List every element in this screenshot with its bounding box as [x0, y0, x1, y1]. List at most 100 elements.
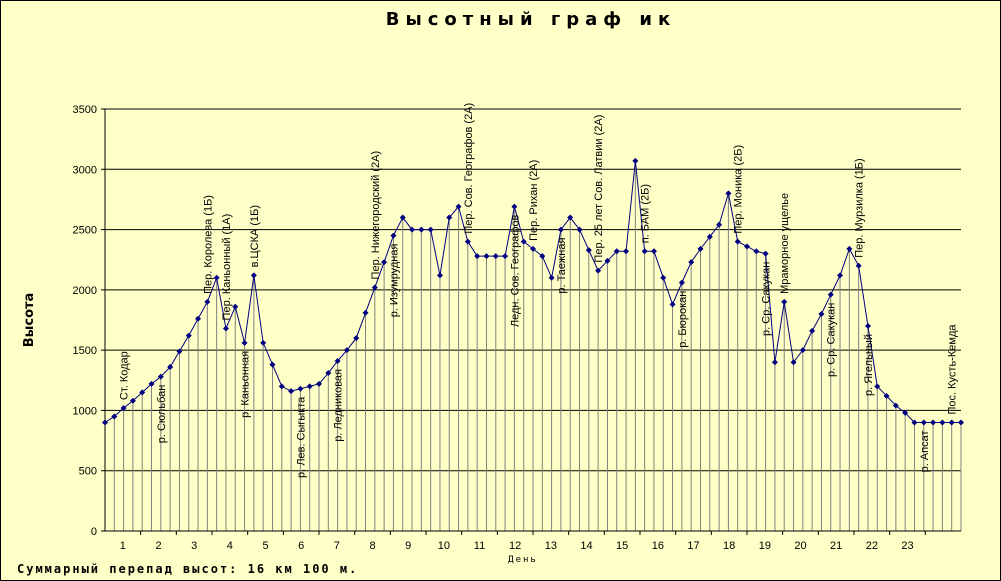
y-tick-label: 3000: [73, 164, 97, 176]
annotation-label: Пер. Рихан (2А): [528, 160, 540, 241]
data-point: [734, 238, 741, 245]
data-point: [771, 359, 778, 366]
y-tick-label: 0: [91, 526, 97, 538]
data-point: [139, 389, 146, 396]
data-point: [520, 238, 527, 245]
x-tick-label: 2: [155, 540, 161, 552]
data-point: [855, 262, 862, 269]
y-tick-label: 500: [79, 466, 97, 478]
annotation-label: Мраморное ущелье: [779, 193, 791, 294]
data-point: [204, 298, 211, 305]
annotation-label: р. Сюльбан: [156, 385, 168, 444]
data-point: [436, 272, 443, 279]
data-point: [474, 253, 481, 260]
data-point: [362, 309, 369, 316]
data-point: [595, 267, 602, 274]
data-point: [232, 303, 239, 310]
data-point: [623, 248, 630, 255]
data-point: [167, 364, 174, 371]
y-tick-label: 2000: [73, 285, 97, 297]
data-point: [381, 259, 388, 266]
data-point: [892, 402, 899, 409]
x-tick-label: 17: [687, 540, 699, 552]
x-tick-label: 10: [438, 540, 450, 552]
x-tick-label: 5: [262, 540, 268, 552]
x-tick-label: 14: [580, 540, 592, 552]
annotation-label: Пер. 25 лет Сов. Латвии (2А): [593, 115, 605, 263]
data-point: [669, 301, 676, 308]
annotation-label: Пер. Моника (2Б): [733, 145, 745, 234]
x-tick-label: 13: [545, 540, 557, 552]
annotation-label: Пер. Сов. Географов (2А): [463, 103, 475, 234]
data-point: [278, 383, 285, 390]
data-point: [269, 361, 276, 368]
annotation-label: р. Изумрудная: [388, 244, 400, 318]
data-point: [120, 405, 127, 412]
x-tick-label: 1: [120, 540, 126, 552]
data-point: [343, 347, 350, 354]
data-point: [157, 373, 164, 380]
data-point: [399, 214, 406, 221]
data-point: [697, 245, 704, 252]
annotation-label: р. Лев. Сыгыкта: [295, 396, 307, 478]
annotation-label: Пос. Кусть-Кемда: [947, 324, 959, 415]
x-tick-label: 23: [901, 540, 913, 552]
data-point: [846, 245, 853, 252]
altitude-points: [102, 157, 964, 426]
annotation-label: р. Каньонная: [240, 351, 252, 418]
data-point: [102, 419, 108, 426]
annotation-label: р. Ср. Сакукан: [826, 303, 838, 377]
data-point: [371, 284, 378, 291]
data-point: [530, 245, 536, 252]
data-point: [260, 339, 267, 346]
data-point: [864, 323, 871, 330]
y-axis-ticks: 0 500 1000 1500 2000 2500 3000 3500: [73, 104, 105, 538]
data-point: [883, 392, 890, 399]
data-point: [241, 339, 248, 346]
annotation-label: Пер. Нижегородский (2А): [370, 151, 382, 280]
annotation-label: р. Таежная: [556, 238, 568, 294]
data-point: [129, 397, 136, 404]
data-point: [716, 221, 723, 228]
annotation-label: р. Ягельный: [863, 334, 875, 396]
data-point: [502, 253, 509, 260]
data-point: [222, 325, 229, 332]
x-tick-label: 19: [759, 540, 771, 552]
y-tick-label: 1500: [73, 345, 97, 357]
data-point: [799, 347, 806, 354]
data-point: [958, 419, 964, 426]
data-point: [650, 248, 657, 255]
x-tick-label: 16: [652, 540, 664, 552]
chart-title: Высотный граф ик: [386, 9, 676, 30]
y-axis-label: Высота: [22, 293, 37, 348]
drop-lines: [104, 160, 962, 531]
data-point: [781, 298, 788, 305]
x-axis-label: День: [508, 555, 538, 565]
y-tick-label: 2500: [73, 225, 97, 237]
x-tick-label: 15: [616, 540, 628, 552]
data-point: [250, 272, 257, 279]
data-point: [790, 359, 797, 366]
annotation-label: Ледн. Сов. Географов: [509, 215, 521, 328]
annotation-label: Пер. Каньонный (1А): [221, 214, 233, 321]
data-point: [325, 370, 332, 377]
data-point: [688, 259, 695, 266]
annotations: Ст. Кодар р. Сюльбан Пер. Королева (1Б) Пер…: [119, 103, 959, 478]
x-tick-label: 11: [474, 540, 485, 552]
data-point: [492, 253, 499, 260]
x-axis-ticks: 1 2 3 4 5 6 7 8 9 10 11 12 13 14 15 16 17 18 19 20 21 22 23: [120, 531, 926, 552]
data-point: [334, 357, 341, 364]
annotation-label: Пер. Мурзилка (1Б): [854, 158, 866, 257]
data-point: [837, 272, 844, 279]
data-point: [632, 157, 639, 164]
data-point: [195, 315, 202, 322]
y-tick-label: 3500: [73, 104, 97, 116]
x-tick-label: 12: [509, 540, 521, 552]
data-point: [111, 413, 118, 420]
data-point: [427, 226, 434, 233]
data-point: [678, 279, 685, 286]
x-tick-label: 3: [191, 540, 197, 552]
data-point: [148, 380, 155, 387]
data-point: [920, 419, 927, 426]
data-point: [930, 419, 937, 426]
